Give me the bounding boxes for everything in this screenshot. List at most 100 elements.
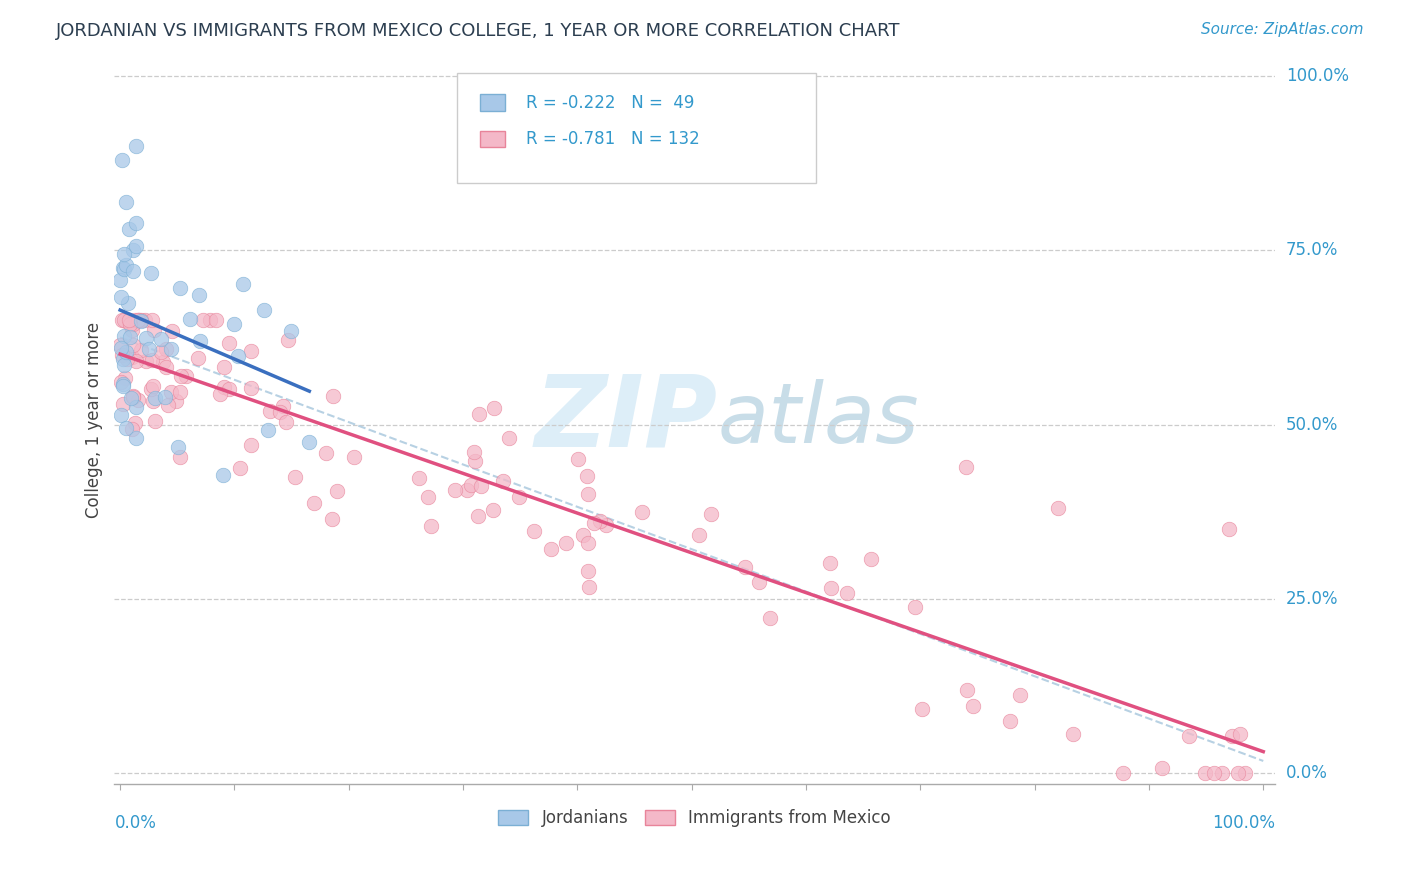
Point	[904, 600, 927, 615]
Point	[143, 392, 166, 406]
Point	[115, 421, 138, 435]
Point	[212, 380, 235, 394]
Point	[111, 377, 134, 392]
Point	[127, 313, 149, 327]
Point	[240, 437, 263, 451]
Point	[142, 323, 165, 337]
Point	[110, 408, 132, 422]
Point	[112, 379, 135, 393]
Point	[165, 394, 187, 409]
Point	[122, 243, 145, 257]
Point	[124, 216, 146, 230]
Point	[134, 313, 156, 327]
Point	[418, 490, 440, 504]
Point	[1178, 729, 1201, 743]
Point	[1218, 522, 1240, 536]
Point	[111, 153, 134, 167]
Point	[343, 450, 366, 464]
FancyBboxPatch shape	[479, 131, 505, 147]
Point	[630, 505, 652, 519]
Point	[567, 452, 589, 467]
FancyBboxPatch shape	[479, 95, 505, 111]
Text: JORDANIAN VS IMMIGRANTS FROM MEXICO COLLEGE, 1 YEAR OR MORE CORRELATION CHART: JORDANIAN VS IMMIGRANTS FROM MEXICO COLL…	[56, 22, 901, 40]
Point	[141, 313, 163, 327]
Point	[583, 516, 606, 531]
Point	[152, 354, 174, 368]
Point	[212, 467, 235, 482]
Point	[482, 503, 505, 517]
Text: 75.0%: 75.0%	[1286, 242, 1339, 260]
Point	[280, 324, 302, 338]
Text: R = -0.222   N =  49: R = -0.222 N = 49	[526, 94, 695, 112]
Point	[110, 375, 132, 389]
Text: 0.0%: 0.0%	[114, 814, 156, 832]
Point	[142, 379, 165, 393]
Point	[115, 314, 138, 328]
Point	[523, 524, 546, 538]
Point	[1227, 766, 1250, 780]
Text: ZIP: ZIP	[534, 371, 718, 468]
Point	[1000, 714, 1022, 729]
Point	[127, 313, 149, 327]
Point	[160, 324, 183, 338]
Point	[955, 459, 977, 474]
Point	[150, 345, 173, 359]
Point	[257, 423, 280, 437]
Point	[129, 314, 152, 328]
Point	[200, 313, 222, 327]
Point	[302, 496, 325, 510]
Point	[121, 350, 143, 364]
Point	[1220, 729, 1243, 743]
Point	[460, 478, 482, 492]
Y-axis label: College, 1 year or more: College, 1 year or more	[86, 321, 103, 517]
Point	[112, 247, 135, 261]
Point	[135, 353, 157, 368]
Point	[322, 389, 344, 403]
Point	[468, 407, 491, 421]
Point	[139, 382, 162, 396]
Point	[114, 371, 136, 385]
Point	[118, 330, 141, 344]
Point	[298, 435, 321, 450]
Point	[111, 348, 134, 362]
Point	[112, 359, 135, 373]
Point	[129, 343, 152, 357]
Point	[443, 483, 465, 497]
Point	[141, 352, 163, 367]
Text: 100.0%: 100.0%	[1286, 67, 1348, 85]
Point	[229, 460, 252, 475]
Point	[121, 388, 143, 402]
Point	[125, 138, 148, 153]
Point	[125, 239, 148, 253]
Point	[114, 313, 136, 327]
FancyBboxPatch shape	[457, 73, 817, 183]
Point	[498, 431, 520, 445]
Point	[700, 507, 723, 521]
Point	[508, 490, 530, 504]
Point	[115, 194, 138, 209]
Point	[315, 446, 337, 460]
Point	[212, 360, 235, 375]
Point	[124, 313, 146, 327]
Point	[818, 556, 841, 570]
Point	[226, 349, 249, 363]
Point	[467, 509, 489, 524]
Point	[110, 290, 132, 304]
Point	[124, 417, 146, 431]
Point	[1111, 766, 1133, 780]
Point	[125, 431, 148, 445]
Point	[129, 313, 152, 327]
Point	[128, 313, 150, 327]
Point	[321, 512, 343, 526]
Point	[112, 352, 135, 367]
Point	[191, 313, 214, 327]
Point	[470, 479, 492, 493]
Point	[187, 351, 209, 365]
Point	[1229, 727, 1251, 741]
Point	[115, 344, 138, 359]
Point	[120, 391, 142, 405]
Point	[820, 581, 842, 595]
Point	[464, 453, 486, 467]
Point	[156, 398, 179, 412]
Point	[155, 343, 177, 357]
